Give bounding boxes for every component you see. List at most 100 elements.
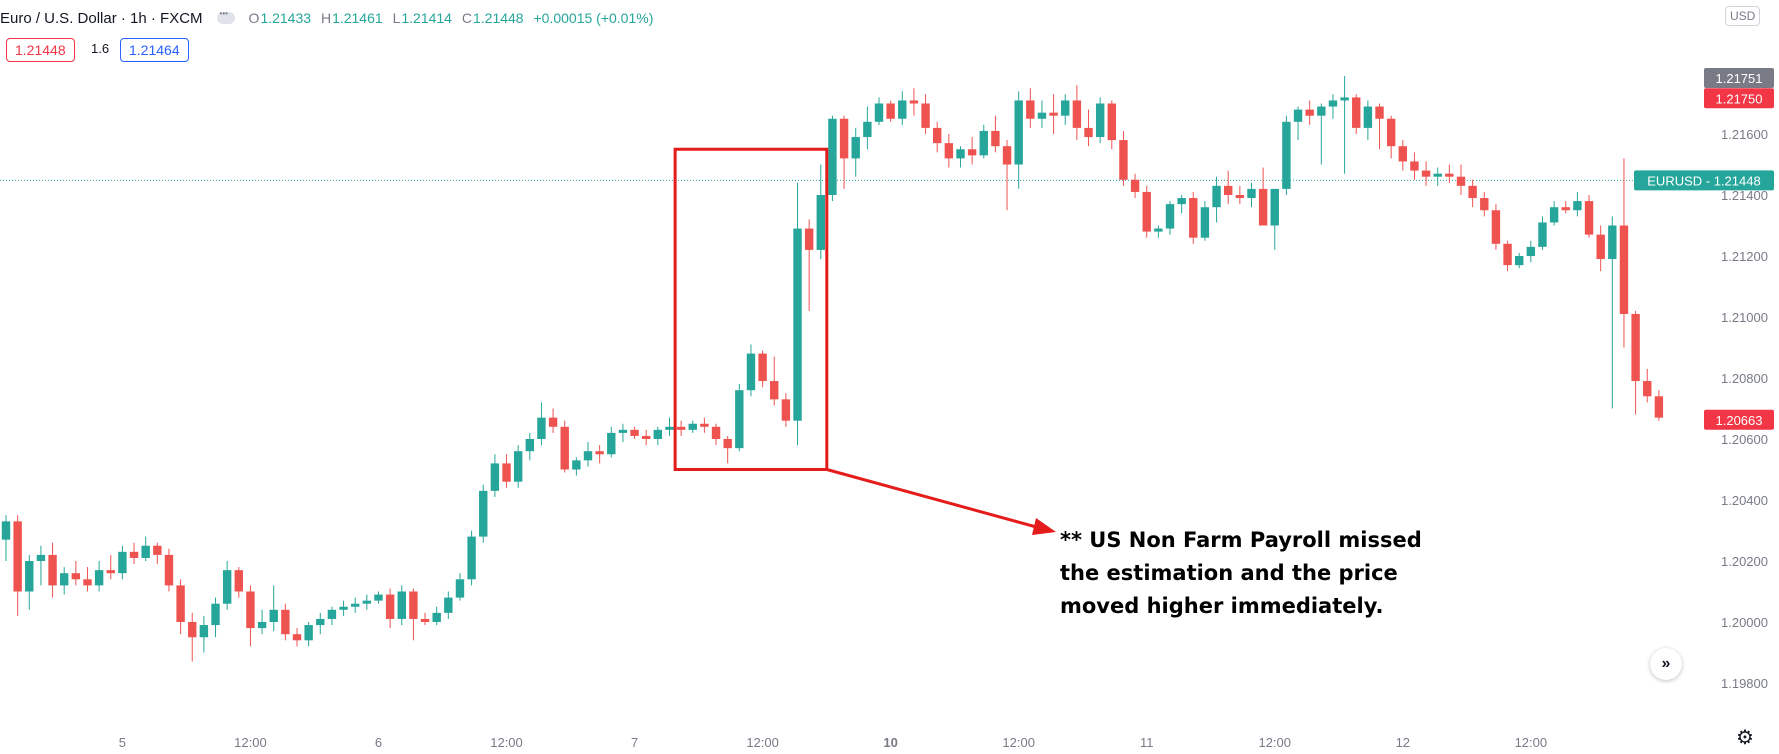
price-tick-label: 1.21600 — [1721, 127, 1768, 142]
more-icon[interactable] — [216, 9, 235, 24]
spread-value: 1.6 — [91, 41, 110, 56]
candle-body — [1328, 100, 1338, 107]
candle-body — [1189, 198, 1198, 238]
candle-body — [1386, 118, 1396, 147]
candle-body — [479, 490, 488, 537]
candle-body — [770, 381, 779, 400]
candle-body — [118, 551, 127, 574]
sell-button[interactable]: 1.21448 — [6, 38, 75, 62]
candle-body — [909, 100, 919, 104]
candle-body — [129, 551, 139, 558]
candle-body — [933, 127, 942, 144]
price-labels: 1.21751 1.21750 EURUSD - 1.21448 1.20663 — [1634, 67, 1774, 430]
chart-header: Euro / U.S. Dollar · 1h · FXCM O1.21433 … — [0, 8, 659, 28]
candle-body — [1561, 207, 1570, 211]
candle-body — [1212, 185, 1221, 208]
candle-body — [1095, 103, 1105, 138]
candle-body — [758, 353, 767, 382]
candle-body — [665, 426, 674, 430]
time-tick-label: 6 — [375, 735, 382, 750]
time-tick-label: 12:00 — [746, 735, 779, 750]
candle-body — [432, 612, 441, 622]
candle-body — [1072, 100, 1082, 128]
candle-body — [967, 149, 977, 156]
price-label-text: 1.21751 — [1716, 71, 1763, 86]
candle-body — [572, 460, 581, 470]
annotation-line-2: the estimation and the price — [1060, 561, 1398, 585]
candle-body — [397, 591, 406, 619]
change-value: +0.00015 (+0.01%) — [533, 10, 654, 26]
candle-body — [991, 130, 1000, 147]
close-value: 1.21448 — [472, 10, 524, 26]
candle-body — [455, 579, 465, 598]
candle-body — [1375, 106, 1384, 119]
candle-body — [1445, 173, 1454, 177]
candle-body — [513, 451, 523, 482]
candle-body — [863, 121, 872, 138]
double-chevron-right-icon[interactable]: » — [1650, 648, 1682, 680]
candle-body — [1258, 188, 1268, 226]
candle-body — [700, 423, 709, 427]
candle-body — [560, 426, 569, 470]
candle-body — [327, 609, 337, 619]
high-label: H — [320, 10, 332, 26]
candle-body — [874, 103, 884, 122]
candle-body — [630, 429, 639, 436]
candle-body — [851, 137, 860, 159]
annotation-line-1: ** US Non Farm Payroll missed — [1060, 528, 1422, 552]
candle-body — [304, 625, 313, 641]
candle-body — [164, 554, 174, 586]
candle-body — [956, 149, 965, 159]
close-label: C — [461, 10, 472, 26]
candle-body — [1084, 127, 1093, 138]
time-tick-label: 12:00 — [234, 735, 267, 750]
candle-body — [1200, 207, 1210, 238]
candle-body — [1305, 109, 1314, 116]
candle-body — [1352, 97, 1361, 128]
symbol-title[interactable]: Euro / U.S. Dollar · 1h · FXCM — [0, 9, 203, 27]
time-axis[interactable]: 5 12:00 6 12:00 7 12:00 10 12:00 11 12:00 12 12:00 — [119, 735, 1547, 750]
candle-body — [25, 561, 34, 592]
candle-body — [1235, 195, 1245, 199]
candle-body — [525, 439, 534, 452]
highlight-box — [673, 147, 829, 471]
candle-body — [1584, 201, 1594, 235]
candle-body — [688, 423, 697, 430]
price-label-badge — [1704, 88, 1774, 109]
candle-body — [36, 554, 46, 561]
candle-body — [1247, 188, 1256, 199]
time-tick-label: 12 — [1396, 735, 1410, 750]
candle-body — [1154, 228, 1163, 232]
candle-body — [502, 463, 511, 482]
time-tick-label: 12:00 — [1515, 735, 1548, 750]
gear-icon[interactable]: ⚙ — [1736, 727, 1754, 749]
candle-body — [1654, 396, 1664, 418]
nfp-highlight — [673, 147, 1056, 535]
open-value: 1.21433 — [260, 10, 312, 26]
currency-button[interactable]: USD — [1725, 6, 1761, 26]
candle-body — [1002, 146, 1012, 165]
price-label-text: EURUSD - 1.21448 — [1647, 173, 1760, 188]
candle-body — [281, 609, 290, 635]
candle-body — [1142, 191, 1151, 232]
candle-body — [444, 597, 453, 613]
candle-body — [339, 606, 348, 610]
candle-body — [979, 130, 988, 156]
ohlc-values: O1.21433 H1.21461 L1.21414 C1.21448 +0.0… — [249, 10, 660, 26]
candle-body — [94, 570, 104, 586]
high-value: 1.21461 — [332, 10, 383, 26]
candle-body — [781, 399, 791, 421]
candle-body — [548, 417, 558, 427]
price-axis[interactable]: 1.19800 1.20000 1.20200 1.20400 1.20600 1.208… — [1721, 127, 1768, 691]
candle-body — [537, 417, 546, 439]
annotation-text: ** US Non Farm Payroll missed the estima… — [1060, 524, 1460, 623]
buy-button[interactable]: 1.21464 — [120, 38, 189, 62]
candle-body — [944, 143, 954, 159]
candle-body — [1177, 198, 1186, 205]
price-label-badge — [1634, 170, 1774, 191]
annotation-line-3: moved higher immediately. — [1060, 594, 1384, 618]
candle-body — [1619, 225, 1629, 314]
candle-body — [1, 521, 11, 540]
candle-body — [886, 103, 895, 119]
